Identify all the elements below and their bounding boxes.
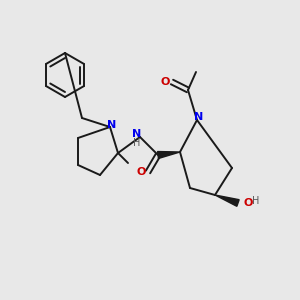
Polygon shape [158, 152, 180, 158]
Polygon shape [215, 195, 239, 206]
Text: O: O [160, 77, 170, 87]
Text: H: H [252, 196, 260, 206]
Text: H: H [133, 138, 141, 148]
Text: O: O [136, 167, 146, 177]
Text: N: N [194, 112, 204, 122]
Text: O: O [243, 198, 253, 208]
Text: N: N [107, 120, 117, 130]
Text: N: N [132, 129, 142, 139]
